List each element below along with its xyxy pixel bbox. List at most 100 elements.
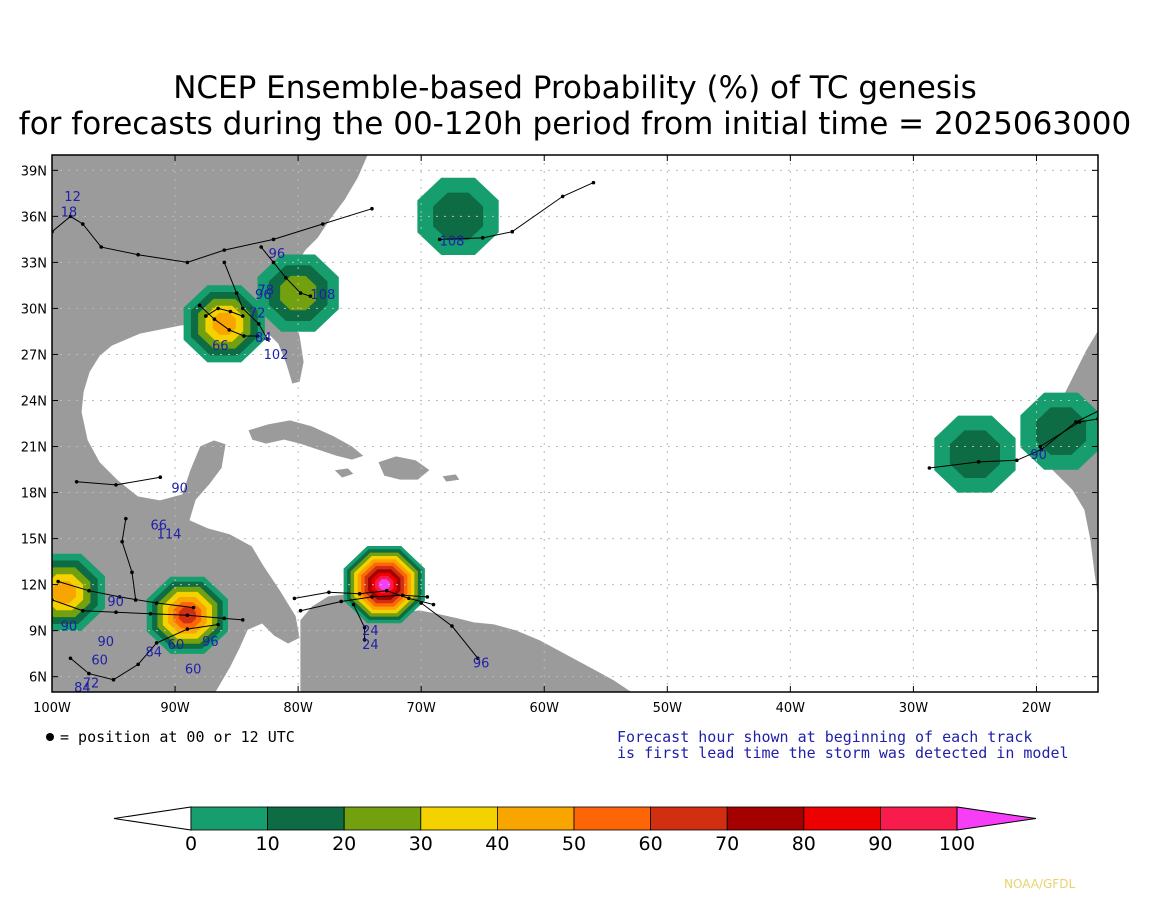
track-position-dot [222,616,227,621]
track-position-dot [56,579,60,584]
track-position-dot [292,596,297,601]
track-position-dot [185,260,190,265]
prob-contour-2-10 [433,192,484,241]
lat-label: 39N [21,164,47,179]
track-hour-label: 72 [249,307,266,322]
track-hour-label: 72 [83,676,100,691]
track-position-dot [212,317,217,321]
chart-title: NCEP Ensemble-based Probability (%) of T… [173,70,977,106]
track-position-dot [425,595,430,599]
track-position-dot [228,309,233,314]
track-position-dot [216,306,220,311]
track-position-dot [242,334,246,338]
track-position-dot [185,613,190,618]
colorbar-tick-label: 60 [639,833,663,855]
lon-label: 60W [530,701,560,716]
track-position-dot [87,588,91,593]
track-position-dot [510,229,515,234]
track-position-dot [1077,420,1082,424]
colorbar-segment [267,806,345,831]
lat-label: 33N [21,256,47,271]
forecast-note-line1: Forecast hour shown at beginning of each… [617,728,1033,746]
colorbar-segment [343,806,422,831]
track-position-dot [362,625,367,630]
lat-label: 36N [21,210,47,225]
track-position-dot [80,608,85,613]
lat-label: 9N [29,625,47,640]
track-position-dot [284,275,288,280]
prob-contour-7-10 [1036,407,1087,455]
lat-label: 27N [21,348,47,363]
track-position-dot [370,206,374,211]
track-position-dot [222,248,227,252]
track-hour-label: 24 [362,624,379,639]
track-position-dot [204,314,208,318]
lat-label: 6N [29,671,47,686]
track-hour-label: 66 [212,339,229,354]
track-position-dot [927,466,932,470]
track-position-dot [222,260,227,265]
storm-tracks [52,180,1106,682]
track-hour-label: 60 [91,653,108,668]
track-position-dot [351,602,356,607]
track-position-dot [68,214,73,219]
track-position-dot [407,596,411,601]
lat-lon-grid [52,155,1098,692]
track-position-dot [298,608,303,613]
track-hour-label: 90 [107,595,124,610]
colorbar-over-arrow [956,806,1037,831]
track-position-dot [185,627,190,631]
track-hour-label: 114 [157,528,182,543]
track-position-dot [384,588,389,593]
colorbar-segment [880,806,958,831]
track-position-dot [362,638,367,642]
prob-contour-6-10 [949,430,1000,478]
cuba-land [247,419,365,461]
track-position-dot [216,622,220,627]
track-hour-label: 84 [255,331,272,346]
track-position-dot [1014,458,1019,463]
track-position-dot [227,328,232,332]
track-hour-label: 102 [264,348,289,363]
track-hour-label: 90 [98,635,115,650]
track-position-dot [450,624,454,628]
track-position-dot [234,291,239,295]
track-position-dot [419,601,423,605]
colorbar-tick-label: 50 [562,833,586,855]
track-position-dot [256,321,261,326]
track-hour-label: 96 [202,635,219,650]
lon-label: 100W [33,701,71,716]
track-position-dot [158,475,163,480]
lon-label: 40W [776,701,806,716]
track-position-dot [1102,406,1106,410]
track-position-dot [114,610,118,615]
position-dot-legend: = position at 00 or 12 UTC [46,728,295,746]
track-position-dot [87,671,91,676]
track-position-dot [308,294,313,298]
lon-label: 30W [899,701,929,716]
colorbar-segment [803,806,881,831]
track-hour-label: 66 [150,518,167,533]
track-position-dot [327,590,331,595]
track-position-dot [1074,420,1078,424]
track-hour-label: 60 [168,638,185,653]
colorbar-tick-label: 90 [868,833,892,855]
track-position-dot [80,222,85,226]
track-hour-label: 84 [146,646,163,661]
track-position-dot [68,656,73,661]
track-hour-label: 96 [473,656,490,671]
track-position-dot [240,618,245,622]
lat-label: 15N [21,533,47,548]
track-position-dot [298,291,303,295]
colorbar-tick-label: 70 [715,833,739,855]
jamaica-land [333,467,355,479]
lon-label: 50W [653,701,683,716]
colorbar: 0 10 20 30 40 50 60 70 80 90 100 [113,806,1037,855]
track-position-dot [320,222,325,226]
track-position-dot [124,516,128,521]
track-position-dot [1038,444,1042,449]
track-position-dot [271,237,276,242]
track-position-dot [99,245,104,249]
colorbar-tick-label: 40 [485,833,509,855]
track-position-dot [259,245,264,249]
